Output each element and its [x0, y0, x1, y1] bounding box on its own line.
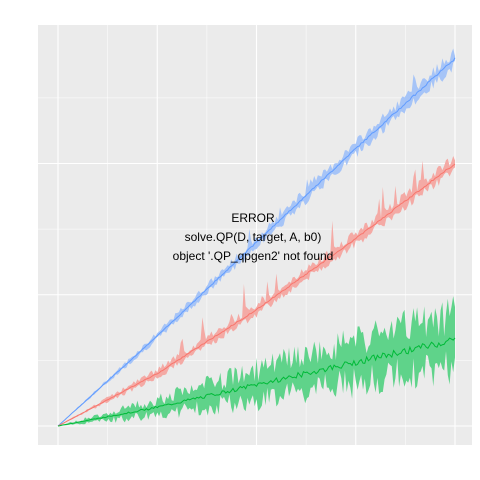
annotation-line-1: ERROR [231, 211, 275, 225]
series-lines [57, 57, 456, 427]
series-2-band [58, 156, 455, 426]
series-1-band [58, 48, 455, 426]
error-annotation: ERROR solve.QP(D, target, A, b0) object … [173, 211, 334, 263]
series-bands [58, 48, 455, 426]
series-3-line [57, 337, 456, 427]
annotation-line-3: object '.QP_qpgen2' not found [173, 249, 334, 263]
annotation-line-2: solve.QP(D, target, A, b0) [185, 230, 322, 244]
minor-gridlines [38, 25, 472, 445]
series-2-line [57, 163, 456, 427]
series-1-line [57, 57, 456, 427]
series-3-band [58, 296, 455, 426]
